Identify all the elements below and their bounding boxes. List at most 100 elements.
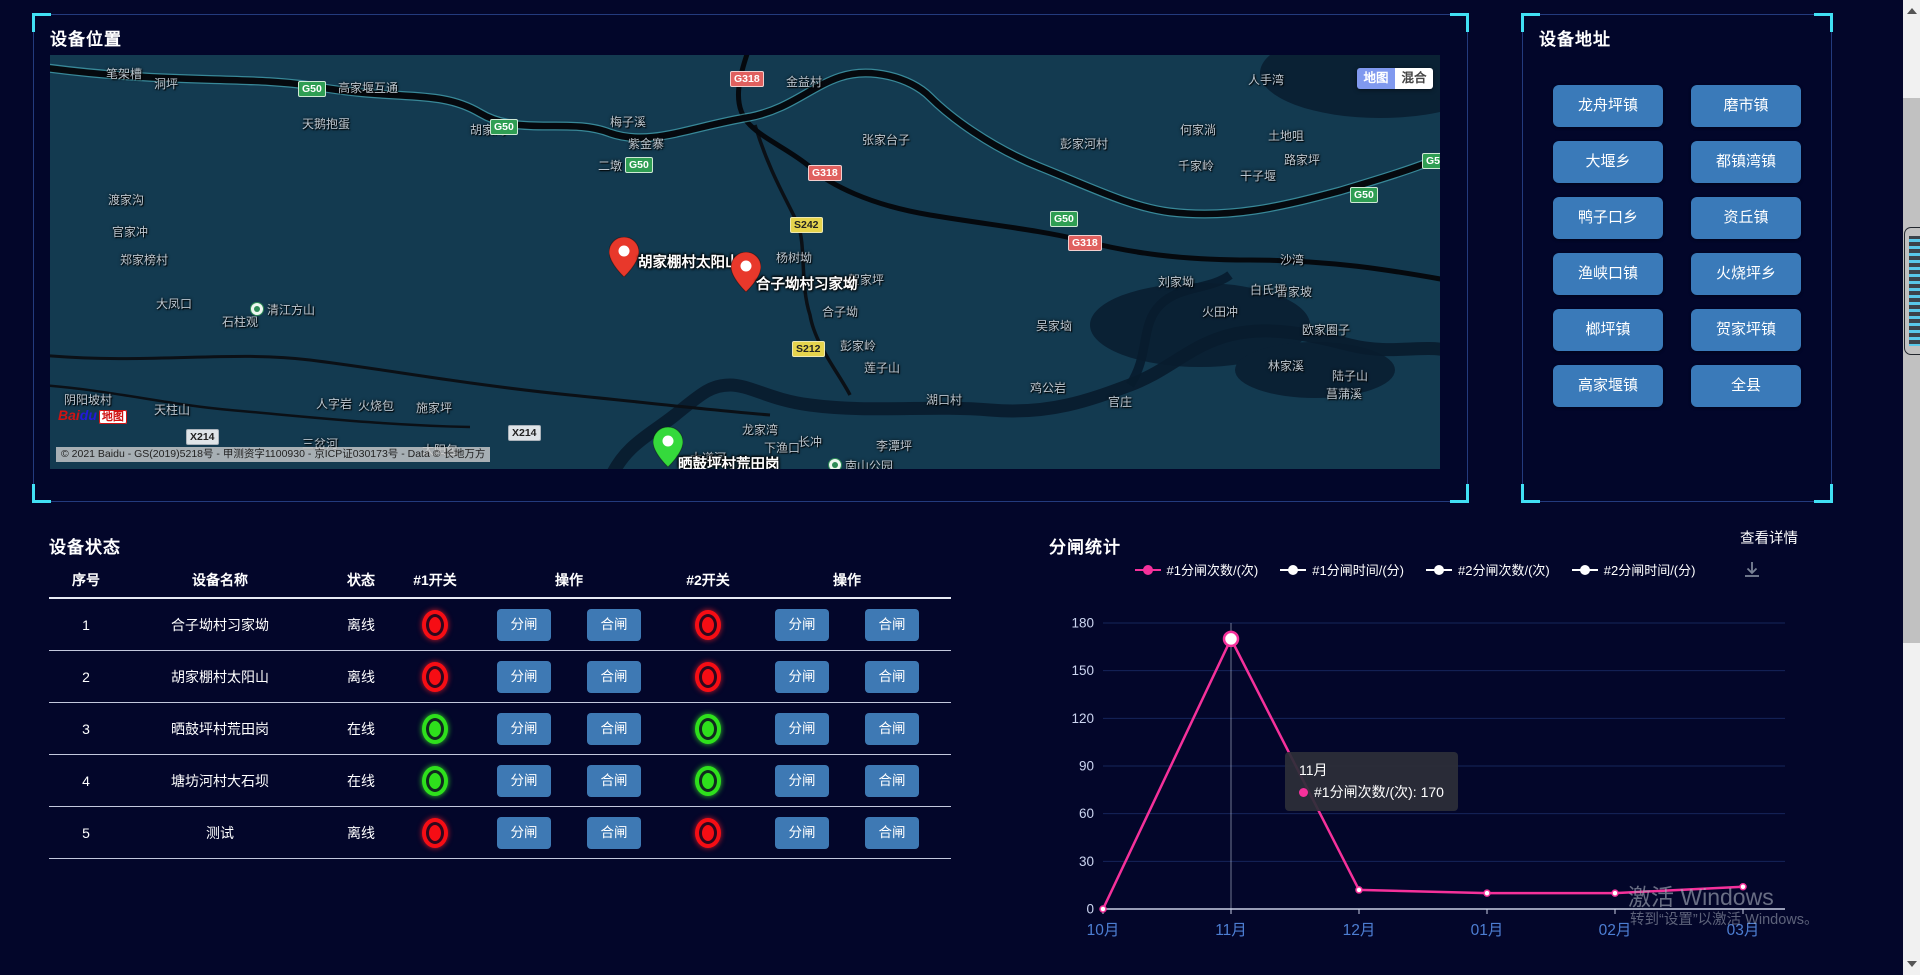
- close-switch-button[interactable]: 合闸: [865, 764, 919, 797]
- address-button[interactable]: 磨市镇: [1691, 85, 1801, 127]
- table-header-cell: #2开关: [686, 572, 730, 588]
- open-switch-button[interactable]: 分闸: [497, 764, 551, 797]
- legend-label: #1分闸时间/(分): [1312, 563, 1404, 578]
- scroll-up-arrow-icon[interactable]: [1907, 3, 1917, 14]
- map-place-label: 陆子山: [1332, 369, 1369, 383]
- map-place-label: 合子坳: [822, 305, 859, 319]
- view-detail-link[interactable]: 查看详情: [1740, 531, 1798, 547]
- address-button[interactable]: 火烧坪乡: [1691, 253, 1801, 295]
- map-place-label: 刘家坳: [1158, 275, 1195, 289]
- switch-actions: 分闸 合闸: [465, 660, 673, 693]
- line-chart: 0 30 60 90 120 150 180 10月 11月 12月 01月 02月 03月: [1060, 600, 1820, 975]
- scrollbar-widget[interactable]: [1904, 227, 1920, 355]
- map-place-label: 莲子山: [864, 361, 901, 375]
- table-header-cell: 设备名称: [192, 572, 248, 588]
- legend-item[interactable]: #2分闸次数/(次): [1426, 560, 1550, 579]
- switch-actions: 分闸 合闸: [465, 816, 673, 849]
- road-shield-g50: G50: [298, 81, 326, 97]
- device-location-title: 设备位置: [50, 30, 122, 49]
- address-button[interactable]: 都镇湾镇: [1691, 141, 1801, 183]
- address-button[interactable]: 鸭子口乡: [1553, 197, 1663, 239]
- baidu-logo: Baidu 地图: [58, 407, 127, 424]
- open-switch-button[interactable]: 分闸: [497, 660, 551, 693]
- scrollbar-thumb[interactable]: [1903, 98, 1920, 643]
- svg-text:60: 60: [1079, 806, 1094, 821]
- close-switch-button[interactable]: 合闸: [587, 764, 641, 797]
- map-marker-label: 晒鼓坪村荒田岗: [678, 457, 780, 469]
- table-row: 5 测试 离线 分闸 合闸 分闸 合闸: [49, 807, 951, 859]
- address-button[interactable]: 榔坪镇: [1553, 309, 1663, 351]
- road-shield-g318: G318: [808, 165, 842, 181]
- address-button[interactable]: 资丘镇: [1691, 197, 1801, 239]
- status-indicator-red: [422, 661, 448, 692]
- switch-actions: 分闸 合闸: [743, 712, 951, 745]
- address-button[interactable]: 高家堰镇: [1553, 365, 1663, 407]
- open-switch-button[interactable]: 分闸: [775, 816, 829, 849]
- map-type-hybrid-button[interactable]: 混合: [1395, 68, 1433, 89]
- device-status-table: 序号 设备名称 状态 #1开关 操作 #2开关 操作 1 合子坳村习家坳 离线 分闸 合闸 分闸 合闸 2…: [49, 563, 951, 859]
- map-place-label: 鸡公岩: [1030, 381, 1067, 395]
- close-switch-button[interactable]: 合闸: [865, 712, 919, 745]
- svg-text:10月: 10月: [1087, 922, 1120, 939]
- baidu-map[interactable]: 笔架槽 洞坪 高家堰互通 天鹅抱蛋 胡家湾 梅子溪 紫金寨 二墩 金益村 张家台子 彭家河村 何家淌千…: [50, 55, 1440, 469]
- page-scrollbar[interactable]: [1903, 0, 1920, 975]
- map-place-label: 清江方山: [250, 301, 315, 318]
- status-indicator-green: [695, 765, 721, 796]
- close-switch-button[interactable]: 合闸: [587, 712, 641, 745]
- road-shield-s212: S212: [792, 341, 825, 357]
- open-switch-button[interactable]: 分闸: [497, 712, 551, 745]
- address-button[interactable]: 渔峡口镇: [1553, 253, 1663, 295]
- svg-text:12月: 12月: [1343, 922, 1376, 939]
- switch-actions: 分闸 合闸: [465, 712, 673, 745]
- close-switch-button[interactable]: 合闸: [865, 816, 919, 849]
- device-address-title: 设备地址: [1539, 30, 1611, 49]
- map-pin-icon[interactable]: [653, 427, 683, 467]
- map-marker-label: 合子坳村习家坳: [756, 277, 858, 293]
- close-switch-button[interactable]: 合闸: [587, 660, 641, 693]
- legend-marker-icon: [1571, 564, 1598, 575]
- map-place-label: 天柱山: [154, 403, 191, 417]
- legend-item[interactable]: #2分闸时间/(分): [1571, 560, 1695, 579]
- status-indicator-green: [695, 713, 721, 744]
- switch-actions: 分闸 合闸: [465, 764, 673, 797]
- device-status: 离线: [347, 824, 375, 841]
- legend-item[interactable]: #1分闸时间/(分): [1280, 560, 1404, 579]
- open-switch-button[interactable]: 分闸: [775, 712, 829, 745]
- map-place-label: 白氏坪: [1250, 283, 1287, 297]
- table-row: 4 塘坊河村大石坝 在线 分闸 合闸 分闸 合闸: [49, 755, 951, 807]
- open-switch-button[interactable]: 分闸: [775, 660, 829, 693]
- map-type-map-button[interactable]: 地图: [1357, 68, 1395, 89]
- legend-item[interactable]: #1分闸次数/(次): [1134, 560, 1258, 579]
- address-button[interactable]: 全县: [1691, 365, 1801, 407]
- close-switch-button[interactable]: 合闸: [865, 660, 919, 693]
- close-switch-button[interactable]: 合闸: [865, 608, 919, 641]
- corner-decor: [1450, 484, 1469, 503]
- switch-actions: 分闸 合闸: [743, 764, 951, 797]
- download-icon[interactable]: [1742, 560, 1762, 585]
- map-place-label: 千家岭: [1178, 159, 1215, 173]
- map-place-label: 大道河: [690, 451, 727, 465]
- map-place-label: 林家溪: [1268, 359, 1305, 373]
- road-shield-g318: G318: [1068, 235, 1102, 251]
- table-row: 1 合子坳村习家坳 离线 分闸 合闸 分闸 合闸: [49, 599, 951, 651]
- open-switch-button[interactable]: 分闸: [497, 816, 551, 849]
- scroll-down-arrow-icon[interactable]: [1907, 961, 1917, 972]
- address-button[interactable]: 贺家坪镇: [1691, 309, 1801, 351]
- road-shield-g50: G50: [1350, 187, 1378, 203]
- device-name: 测试: [206, 824, 234, 841]
- address-button[interactable]: 大堰乡: [1553, 141, 1663, 183]
- map-place-label: 火田冲: [1202, 305, 1239, 319]
- map-place-label: 彭家岭: [840, 339, 877, 353]
- device-name: 晒鼓坪村荒田岗: [171, 720, 269, 737]
- map-pin-icon[interactable]: [609, 237, 639, 277]
- close-switch-button[interactable]: 合闸: [587, 608, 641, 641]
- road-shield-g50: G50: [490, 119, 518, 135]
- open-switch-button[interactable]: 分闸: [775, 608, 829, 641]
- table-row: 2 胡家棚村太阳山 离线 分闸 合闸 分闸 合闸: [49, 651, 951, 703]
- open-switch-button[interactable]: 分闸: [497, 608, 551, 641]
- map-pin-icon[interactable]: [731, 252, 761, 292]
- close-switch-button[interactable]: 合闸: [587, 816, 641, 849]
- corner-decor: [32, 13, 51, 32]
- open-switch-button[interactable]: 分闸: [775, 764, 829, 797]
- address-button[interactable]: 龙舟坪镇: [1553, 85, 1663, 127]
